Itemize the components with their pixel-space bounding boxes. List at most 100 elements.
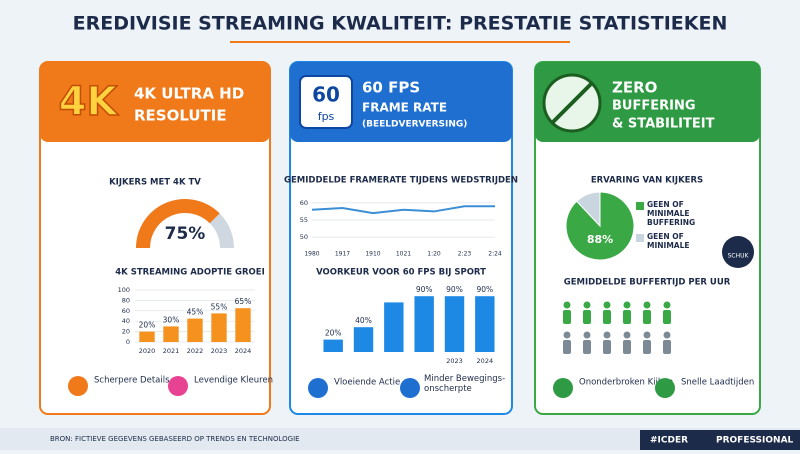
x-tick-label: 2020 (139, 347, 156, 355)
x-tick-label: 2024 (477, 357, 494, 365)
person-head (563, 301, 571, 309)
panel-heading: (BEELDVERVERSING) (362, 120, 467, 130)
feature: Minder Bewegings-onscherpte (424, 374, 506, 394)
person-body (563, 310, 571, 324)
x-tick-label: 1:20 (427, 251, 441, 258)
y-tick-label: 60 (300, 199, 308, 207)
person-head (663, 331, 671, 339)
value-label: 30% (163, 315, 180, 324)
bar (235, 308, 251, 342)
person-body (623, 340, 631, 354)
y-tick-label: 0 (126, 338, 130, 346)
brand-box (640, 430, 800, 450)
person-body (643, 340, 651, 354)
person-body (663, 340, 671, 354)
value-label: 90% (446, 285, 463, 294)
value-label: 45% (187, 308, 204, 317)
tag: #ICDER (650, 436, 688, 446)
panel-heading: & STABILITEIT (612, 117, 715, 132)
legend-label: GEEN OF MINIMALE BUFFERING (647, 200, 696, 227)
legend-swatch (636, 234, 644, 242)
feature-icon (655, 378, 675, 398)
y-tick-label: 100 (118, 286, 130, 294)
y-tick-label: 40 (122, 317, 130, 325)
x-tick-label: 1021 (396, 251, 411, 258)
feature-icon (68, 376, 88, 396)
x-tick-label: 2022 (187, 347, 204, 355)
person-head (603, 301, 611, 309)
chart-title: 4K STREAMING ADOPTIE GROEI (115, 268, 265, 278)
bar (323, 339, 343, 352)
value-label: 90% (416, 285, 433, 294)
feature-icon (168, 376, 188, 396)
chart-title: GEMIDDELDE FRAMERATE TIJDENS WEDSTRIJDEN (284, 176, 518, 186)
badge: 60 (312, 83, 340, 107)
speed-gauge (722, 236, 754, 268)
panel-heading: BUFFERING (612, 99, 696, 114)
person-body (603, 340, 611, 354)
x-tick-label: 2:23 (458, 251, 472, 258)
x-tick-label: 1910 (365, 251, 380, 258)
person-head (663, 301, 671, 309)
panel-heading: ZERO (612, 79, 657, 97)
gauge-label: SCHUK (728, 253, 750, 260)
bar (353, 327, 374, 352)
person-head (643, 331, 651, 339)
chart-title: ERVARING VAN KIJKERS (591, 176, 703, 186)
x-tick-label: 2:24 (488, 251, 502, 258)
person-body (663, 310, 671, 324)
bar (139, 331, 155, 342)
y-tick-label: 60 (122, 307, 130, 315)
legend-box: GEEN OF MINIMALE (647, 232, 690, 250)
value-label: 20% (139, 321, 156, 330)
feature-icon (400, 378, 420, 398)
feature: Scherpere Details (94, 376, 170, 386)
x-tick-label: 2024 (235, 347, 252, 355)
value-label: 65% (235, 297, 252, 306)
badge: fps (318, 110, 335, 123)
person-head (623, 301, 631, 309)
panel-heading: 60 FPS (362, 79, 420, 97)
legend-label: GEEN OF MINIMALE (647, 232, 690, 250)
feature: Vloeiende Actie (334, 378, 400, 388)
stopwatch-slash (550, 81, 594, 125)
person-body (583, 340, 591, 354)
person-head (563, 331, 571, 339)
person-body (643, 310, 651, 324)
feature-box: Minder Bewegings-onscherpte (424, 374, 506, 394)
x-tick-label: 2021 (163, 347, 180, 355)
feature-icon (308, 378, 328, 398)
panel-heading: 4K ULTRA HD (134, 85, 244, 103)
panel-header (40, 62, 270, 142)
person-body (623, 310, 631, 324)
x-tick-label: 1980 (304, 251, 319, 258)
bar (444, 296, 465, 352)
chart-title: VOORKEUR VOOR 60 FPS BIJ SPORT (316, 268, 486, 278)
bar (414, 296, 434, 352)
value-label: 90% (476, 285, 493, 294)
feature: Snelle Laadtijden (681, 378, 754, 388)
badge-box (299, 75, 353, 129)
value-label: 88% (587, 233, 613, 246)
person-head (603, 331, 611, 339)
badge: 4K (59, 79, 120, 125)
value-label: 40% (355, 316, 372, 325)
chart-title: GEMIDDELDE BUFFERTIJD PER UUR (564, 278, 731, 288)
panel-heading: FRAME RATE (362, 101, 447, 115)
y-tick-label: 20 (122, 328, 130, 336)
person-head (643, 301, 651, 309)
bar (187, 318, 203, 342)
gauge-fill (136, 199, 220, 249)
y-tick-label: 80 (122, 296, 130, 304)
brand: PROFESSIONAL (716, 436, 794, 446)
panel-heading: RESOLUTIE (134, 107, 227, 125)
person-head (583, 331, 591, 339)
x-tick-label: 2023 (446, 357, 463, 365)
bar (163, 326, 179, 342)
y-tick-label: 50 (300, 233, 308, 241)
legend-swatch (636, 202, 644, 210)
title: EREDIVISIE STREAMING KWALITEIT: PRESTATI… (73, 13, 728, 35)
value-label: 20% (325, 329, 342, 338)
